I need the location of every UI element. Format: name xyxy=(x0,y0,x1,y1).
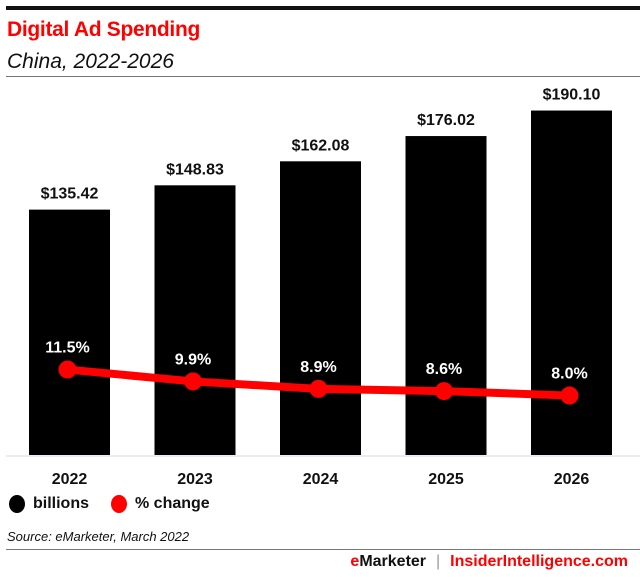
top-bar xyxy=(6,6,640,10)
x-tick-2022: 2022 xyxy=(52,471,88,488)
chart-subtitle: China, 2022-2026 xyxy=(7,50,174,73)
bar-label-2023: $148.83 xyxy=(166,161,224,178)
footer-separator: | xyxy=(436,553,441,570)
bar-label-2024: $162.08 xyxy=(292,137,350,154)
x-tick-2025: 2025 xyxy=(428,471,464,488)
legend-billions-label: billions xyxy=(33,495,89,512)
change-label-2024: 8.9% xyxy=(300,359,336,376)
change-label-2022: 11.5% xyxy=(45,340,89,357)
footer-divider xyxy=(6,549,640,550)
bar-label-2026: $190.10 xyxy=(543,87,601,104)
change-point-2025 xyxy=(435,382,453,401)
change-label-2025: 8.6% xyxy=(426,361,462,378)
bar-2023 xyxy=(154,185,236,455)
legend: billions % change xyxy=(9,495,210,513)
bar-label-2022: $135.42 xyxy=(41,186,99,203)
change-label-2026: 8.0% xyxy=(551,366,587,383)
legend-change-label: % change xyxy=(135,495,210,512)
emarketer-logo: eMarketer xyxy=(350,553,427,570)
chart-title: Digital Ad Spending xyxy=(7,18,201,41)
header-divider xyxy=(6,76,640,77)
legend-billions-swatch xyxy=(9,495,25,513)
bar-label-2025: $176.02 xyxy=(417,112,475,129)
change-point-2026 xyxy=(560,386,579,405)
source-note: Source: eMarketer, March 2022 xyxy=(7,529,190,544)
footer: eMarketer | InsiderIntelligence.com xyxy=(350,553,628,571)
change-label-2023: 9.9% xyxy=(175,351,211,368)
bar-2022 xyxy=(29,209,110,455)
legend-change-swatch xyxy=(111,495,127,513)
change-point-2023 xyxy=(184,372,202,391)
x-tick-2024: 2024 xyxy=(303,471,339,488)
x-tick-2023: 2023 xyxy=(177,471,213,488)
change-point-2024 xyxy=(309,379,328,398)
bar-2024 xyxy=(280,161,361,455)
x-tick-2026: 2026 xyxy=(554,471,590,488)
insider-intelligence-link[interactable]: InsiderIntelligence.com xyxy=(450,553,628,570)
bar-2025 xyxy=(405,136,487,455)
change-point-2022 xyxy=(58,360,77,379)
